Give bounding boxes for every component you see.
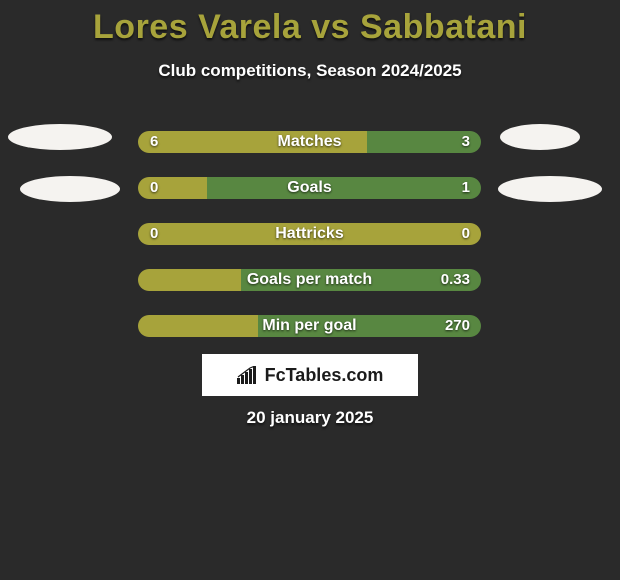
decorative-ellipse [8, 124, 112, 150]
date-label: 20 january 2025 [0, 408, 620, 428]
bar-track [138, 315, 481, 337]
bar-track [138, 223, 481, 245]
bar-left [138, 131, 367, 153]
bar-left [138, 223, 481, 245]
bar-chart-icon [237, 366, 259, 384]
stat-row: Hattricks00 [0, 211, 620, 257]
stat-row: Min per goal270 [0, 303, 620, 349]
bar-track [138, 177, 481, 199]
bar-left [138, 315, 258, 337]
bar-right [258, 315, 481, 337]
bar-left [138, 177, 207, 199]
bar-right [241, 269, 481, 291]
stats-rows: Matches63Goals01Hattricks00Goals per mat… [0, 119, 620, 349]
subtitle: Club competitions, Season 2024/2025 [0, 61, 620, 81]
decorative-ellipse [20, 176, 120, 202]
bar-right [367, 131, 481, 153]
logo-text: FcTables.com [265, 365, 384, 386]
fctables-logo: FcTables.com [202, 354, 418, 396]
decorative-ellipse [500, 124, 580, 150]
bar-track [138, 131, 481, 153]
bar-right [207, 177, 481, 199]
page-title: Lores Varela vs Sabbatani [0, 0, 620, 47]
bar-left [138, 269, 241, 291]
decorative-ellipse [498, 176, 602, 202]
stat-row: Goals per match0.33 [0, 257, 620, 303]
bar-track [138, 269, 481, 291]
